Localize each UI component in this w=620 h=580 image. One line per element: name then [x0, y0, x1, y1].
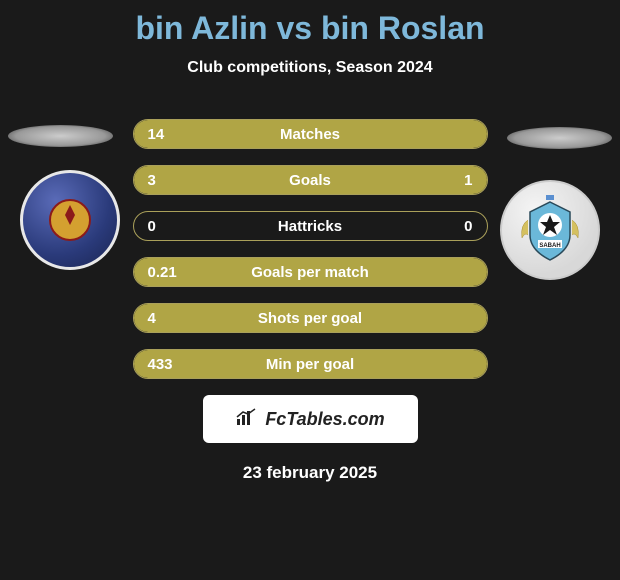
- stats-container: 14Matches 31Goals 00Hattricks 0.21Goals per…: [133, 119, 488, 379]
- stat-row: 14Matches: [133, 119, 488, 149]
- page-title: bin Azlin vs bin Roslan: [0, 0, 620, 47]
- left-halo: [8, 125, 113, 147]
- stat-label: Matches: [134, 120, 487, 149]
- right-team-badge: SABAH: [500, 180, 600, 280]
- subtitle: Club competitions, Season 2024: [0, 59, 620, 77]
- stat-label: Goals per match: [134, 258, 487, 287]
- chart-icon: [235, 407, 259, 432]
- shield-icon: [45, 195, 95, 245]
- stat-row: 0.21Goals per match: [133, 257, 488, 287]
- stat-row: 433Min per goal: [133, 349, 488, 379]
- sabah-badge-icon: SABAH: [510, 190, 590, 270]
- stat-label: Goals: [134, 166, 487, 195]
- stat-row: 4Shots per goal: [133, 303, 488, 333]
- brand-badge[interactable]: FcTables.com: [203, 395, 418, 443]
- stat-row: 00Hattricks: [133, 211, 488, 241]
- stat-row: 31Goals: [133, 165, 488, 195]
- svg-text:SABAH: SABAH: [539, 243, 560, 249]
- stat-label: Hattricks: [134, 212, 487, 241]
- left-team-badge: [20, 170, 120, 270]
- right-halo: [507, 127, 612, 149]
- stat-label: Min per goal: [134, 350, 487, 379]
- brand-text: FcTables.com: [265, 409, 384, 430]
- stat-label: Shots per goal: [134, 304, 487, 333]
- footer-date: 23 february 2025: [0, 463, 620, 483]
